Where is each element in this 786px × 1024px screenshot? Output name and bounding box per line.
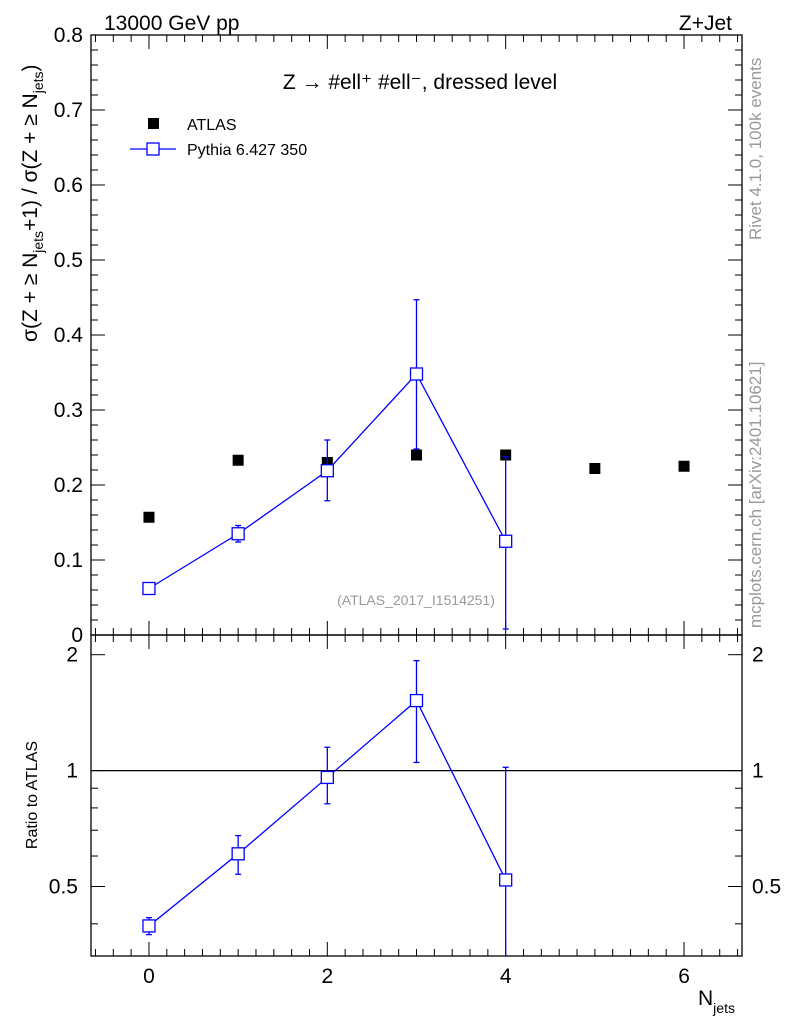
ratio-axis-ticks: 0 2 4 6 0.5 0.5 1 1 2 2 — [49, 635, 781, 988]
ratio-y-tick-label: 1 — [66, 760, 78, 783]
atlas-point — [232, 454, 244, 466]
ratio-y-tick-label-right: 1 — [752, 760, 764, 783]
ratio-point — [320, 770, 334, 785]
header-right: Z+Jet — [679, 12, 732, 35]
ratio-y-tick-label-right: 0.5 — [752, 876, 781, 899]
pythia-point — [231, 527, 245, 541]
atlas-point — [678, 460, 690, 472]
main-axis-ticks: 0 0.1 0.2 0.3 0.4 0.5 0.6 0.7 0.8 — [54, 24, 742, 647]
ratio-point — [231, 847, 245, 861]
atlas-point — [589, 463, 601, 474]
main-y-axis-label: σ(Z + ≥ Njets+1) / σ(Z + ≥ Njets) — [19, 64, 46, 342]
main-y-tick-label: 0.1 — [54, 549, 83, 572]
main-y-tick-label: 0.3 — [54, 399, 83, 422]
ratio-y-tick-label-right: 2 — [752, 644, 764, 667]
ratio-point — [409, 693, 424, 708]
x-tick-label: 0 — [143, 965, 155, 988]
main-y-tick-label: 0.8 — [54, 24, 83, 47]
main-data-marks — [142, 299, 690, 630]
atlas-point — [143, 511, 155, 523]
pythia-point — [409, 367, 424, 381]
legend-pythia-label: Pythia 6.427 350 — [187, 142, 307, 159]
ratio-data-marks — [91, 660, 742, 956]
pythia-point — [320, 464, 334, 478]
analysis-label: (ATLAS_2017_I1514251) — [337, 592, 495, 608]
x-tick-label: 4 — [500, 965, 512, 988]
ratio-point — [499, 873, 513, 887]
rivet-version-label: Rivet 4.1.0, 100k events — [746, 58, 765, 240]
pythia-point — [499, 534, 513, 548]
x-axis-label: Njets — [698, 987, 735, 1016]
main-y-tick-label: 0 — [71, 624, 83, 647]
legend-pythia-marker — [146, 142, 160, 156]
legend: ATLAS Pythia 6.427 350 — [130, 117, 307, 159]
main-y-tick-label: 0.7 — [54, 99, 83, 122]
pythia-point — [142, 581, 156, 596]
ratio-y-tick-label: 0.5 — [49, 876, 78, 899]
ratio-point — [142, 919, 156, 933]
main-y-tick-label: 0.5 — [54, 249, 83, 272]
main-y-tick-label: 0.2 — [54, 474, 83, 497]
legend-atlas-marker — [148, 118, 159, 129]
main-y-tick-label: 0.6 — [54, 174, 83, 197]
legend-atlas-label: ATLAS — [187, 117, 237, 134]
x-tick-label: 2 — [321, 965, 333, 988]
atlas-point — [411, 449, 422, 461]
atlas-point — [500, 449, 512, 461]
main-y-tick-label: 0.4 — [54, 324, 84, 347]
ratio-pythia-line — [148, 699, 507, 927]
ratio-series-group — [142, 660, 513, 956]
ratio-y-axis-label: Ratio to ATLAS — [24, 741, 41, 849]
svg-text:Njets: Njets — [698, 987, 735, 1016]
ratio-y-tick-label: 2 — [66, 644, 78, 667]
x-tick-label: 6 — [678, 965, 690, 988]
svg-text:σ(Z + ≥ Njets+1) / σ(Z + ≥ Nje: σ(Z + ≥ Njets+1) / σ(Z + ≥ Njets) — [19, 64, 46, 342]
main-plot-title: Z → #ell⁺ #ell⁻, dressed level — [283, 71, 557, 94]
mcplots-label: mcplots.cern.ch [arXiv:2401.10621] — [746, 362, 765, 628]
header-left: 13000 GeV pp — [104, 12, 239, 35]
